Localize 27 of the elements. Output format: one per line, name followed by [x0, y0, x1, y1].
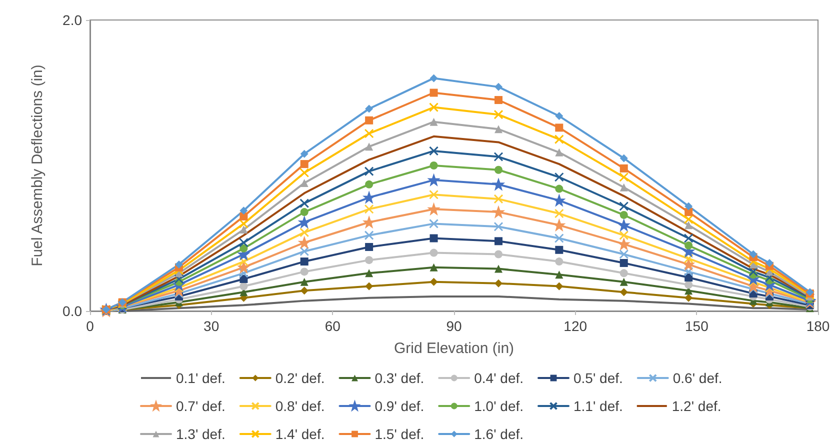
legend-label: 0.4' def.: [474, 370, 524, 386]
legend-label: 0.8' def.: [275, 398, 325, 414]
x-tick-label: 0: [86, 318, 94, 334]
x-tick-label: 180: [806, 318, 830, 334]
legend-label: 1.3' def.: [176, 426, 226, 442]
x-axis-title: Grid Elevation (in): [394, 340, 514, 357]
y-tick-label: 2.0: [62, 12, 82, 28]
legend-label: 0.1' def.: [176, 370, 226, 386]
legend-label: 1.0' def.: [474, 398, 524, 414]
legend-label: 0.9' def.: [374, 398, 424, 414]
legend-label: 1.4' def.: [275, 426, 325, 442]
y-axis-title: Fuel Assembly Deflections (in): [29, 64, 46, 266]
legend-label: 0.5' def.: [574, 370, 623, 386]
legend-label: 0.7' def.: [176, 398, 226, 414]
x-tick-label: 30: [204, 318, 220, 334]
y-tick-label: 0.0: [62, 303, 82, 319]
x-tick-label: 150: [684, 318, 709, 334]
legend-label: 0.3' def.: [374, 370, 424, 386]
x-tick-label: 60: [324, 318, 341, 334]
legend-label: 1.1' def.: [574, 398, 623, 414]
x-tick-label: 120: [564, 318, 588, 334]
legend-label: 0.2' def.: [275, 370, 325, 386]
legend-label: 1.2' def.: [672, 398, 722, 414]
legend-label: 1.6' def.: [474, 426, 524, 442]
x-tick-label: 90: [446, 318, 462, 334]
legend-label: 1.5' def.: [374, 426, 424, 442]
legend-label: 0.6' def.: [672, 370, 722, 386]
